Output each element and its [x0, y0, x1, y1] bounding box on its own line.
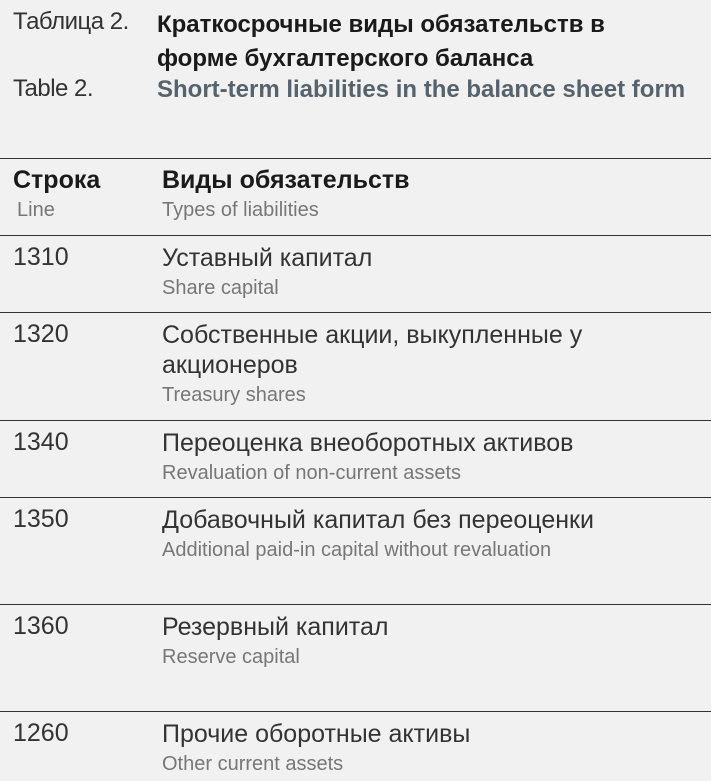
row-ru: Переоценка внеоборотных активов	[162, 429, 574, 457]
divider	[0, 604, 711, 605]
table-header: Строка Line Виды обязательств Types of l…	[0, 158, 711, 235]
row-ru: Прочие оборотные активы	[162, 720, 471, 748]
header-line-en: Line	[17, 199, 55, 221]
row-line: 1340	[13, 428, 69, 456]
row-line: 1360	[13, 612, 69, 640]
row-ru: Добавочный капитал без переоценки	[162, 506, 594, 534]
row-ru: Собственные акции, выкупленные у акционе…	[162, 321, 583, 379]
header-line-ru: Строка	[13, 166, 101, 194]
caption-ru-label: Таблица 2.	[13, 8, 129, 35]
header-types-en: Types of liabilities	[162, 199, 319, 221]
divider	[0, 497, 711, 498]
row-en: Treasury shares	[162, 384, 306, 406]
header-types: Виды обязательств Types of liabilities	[162, 166, 409, 225]
divider	[0, 235, 711, 236]
row-en: Other current assets	[162, 753, 344, 775]
divider	[0, 420, 711, 421]
header-line: Строка Line	[13, 166, 100, 225]
caption-en-label: Table 2.	[13, 75, 94, 102]
row-en: Reserve capital	[162, 646, 300, 668]
row-line: 1320	[13, 320, 69, 348]
row-ru: Уставный капитал	[162, 244, 373, 272]
row-en: Revaluation of non-current assets	[162, 462, 462, 484]
divider	[0, 711, 711, 712]
row-ru: Резервный капитал	[162, 613, 389, 641]
row-line: 1310	[13, 243, 69, 271]
row-en: Share capital	[162, 277, 279, 299]
caption-ru-title: Краткосрочные виды обязательств в форме …	[157, 11, 605, 72]
row-line: 1350	[13, 505, 69, 533]
divider	[0, 158, 711, 159]
row-line: 1260	[13, 719, 69, 747]
caption-en-title: Short-term liabilities in the balance sh…	[157, 76, 686, 103]
header-types-ru: Виды обязательств	[162, 166, 410, 194]
row-en: Additional paid-in capital without reval…	[162, 539, 552, 561]
divider	[0, 312, 711, 313]
